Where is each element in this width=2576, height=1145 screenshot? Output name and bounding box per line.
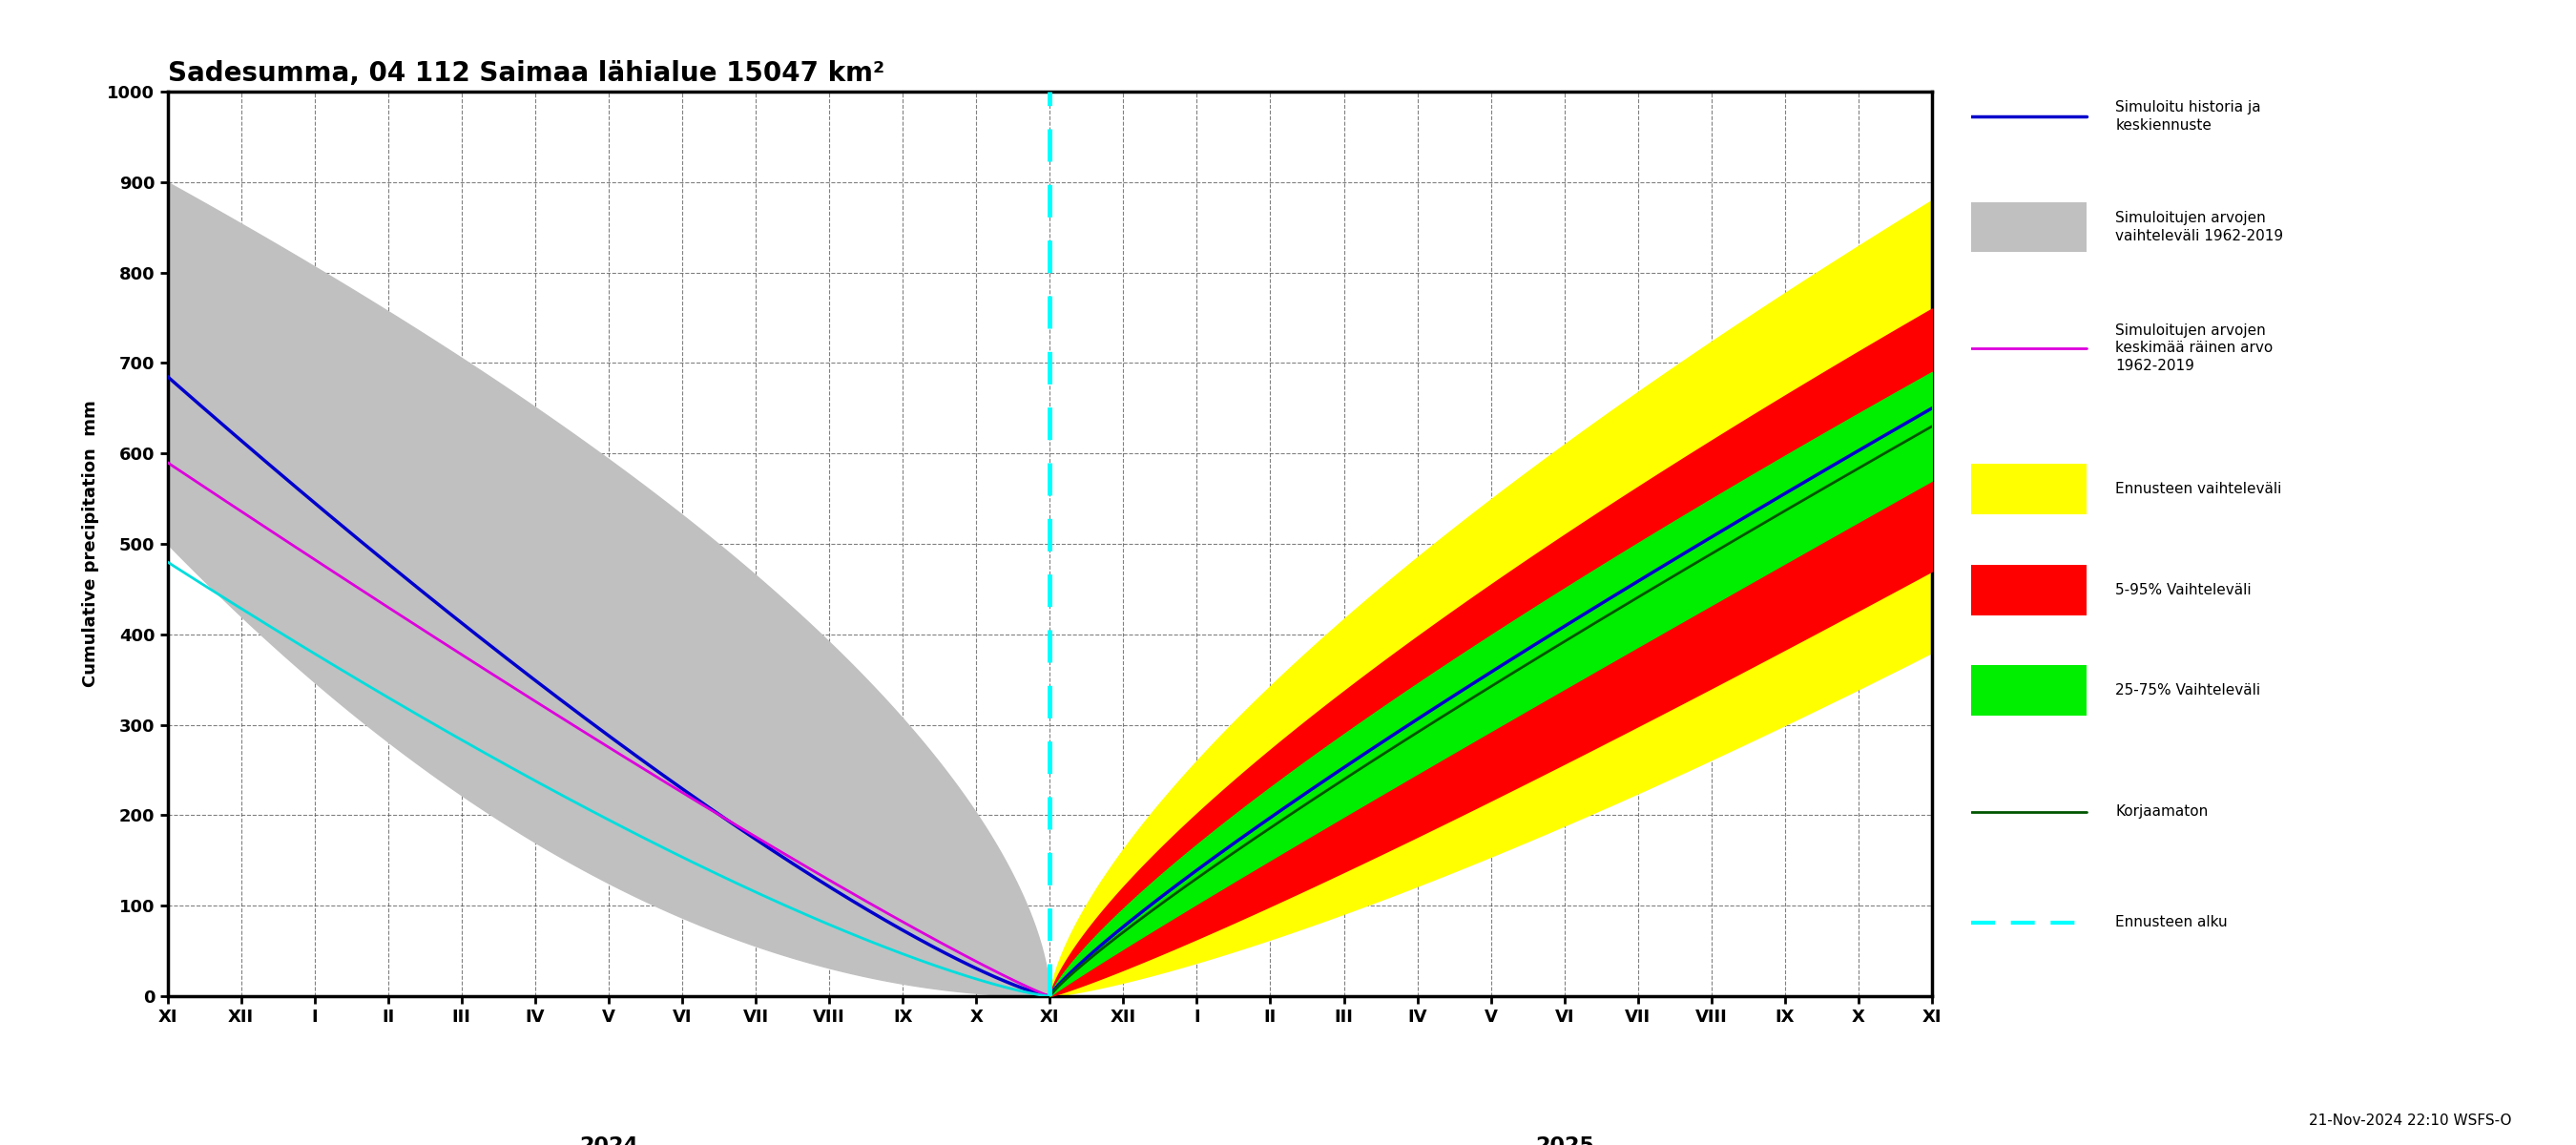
Text: 25-75% Vaihteleväli: 25-75% Vaihteleväli: [2115, 684, 2262, 697]
Text: Simuloitu historia ja
keskiennuste: Simuloitu historia ja keskiennuste: [2115, 101, 2262, 133]
Text: 21-Nov-2024 22:10 WSFS-O: 21-Nov-2024 22:10 WSFS-O: [2308, 1113, 2512, 1128]
Bar: [1971, 202, 2087, 252]
Text: 2024: 2024: [580, 1136, 639, 1145]
Bar: [1971, 665, 2087, 716]
Bar: [1971, 564, 2087, 615]
Text: Simuloitujen arvojen
keskimää räinen arvo
1962-2019: Simuloitujen arvojen keskimää räinen arv…: [2115, 323, 2272, 373]
Text: Korjaamaton: Korjaamaton: [2115, 805, 2208, 819]
Y-axis label: Cumulative precipitation  mm: Cumulative precipitation mm: [82, 401, 100, 687]
Text: Simuloitujen arvojen
vaihteleväli 1962-2019: Simuloitujen arvojen vaihteleväli 1962-2…: [2115, 211, 2282, 243]
Text: Ennusteen vaihteleväli: Ennusteen vaihteleväli: [2115, 482, 2282, 496]
Text: Ennusteen alku: Ennusteen alku: [2115, 915, 2228, 930]
Text: 5-95% Vaihteleväli: 5-95% Vaihteleväli: [2115, 583, 2251, 597]
Text: Sadesumma, 04 112 Saimaa lähialue 15047 km²: Sadesumma, 04 112 Saimaa lähialue 15047 …: [167, 60, 884, 87]
Text: 2025: 2025: [1535, 1136, 1595, 1145]
Bar: [1971, 464, 2087, 514]
